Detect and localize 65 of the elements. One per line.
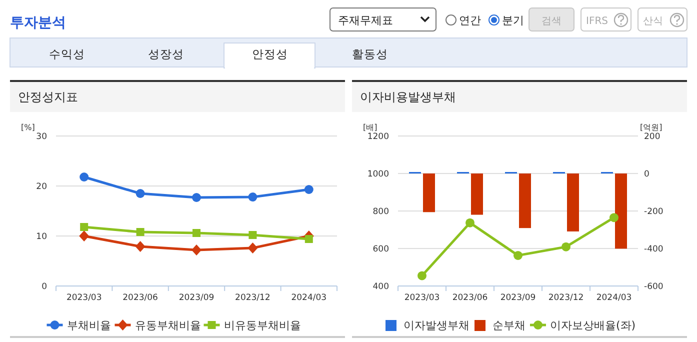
point	[136, 189, 145, 198]
text: 수익성	[49, 47, 85, 61]
text: 산식	[643, 16, 663, 27]
chart-title: 안정성지표	[18, 90, 78, 104]
point	[192, 244, 202, 256]
point	[79, 230, 90, 242]
x-tick-label: 2023/06	[452, 293, 488, 303]
x-tick-label: 2024/03	[291, 293, 327, 303]
text: 연간	[459, 14, 481, 27]
text: 안정성	[252, 47, 288, 61]
point	[610, 213, 618, 222]
point	[80, 172, 89, 182]
y2-tick-label: 200	[644, 132, 660, 142]
y2-axis-title: [억원]	[640, 123, 662, 132]
legend-label: 이자발생부채	[404, 319, 470, 332]
text: 성장성	[148, 47, 184, 61]
point	[192, 229, 200, 237]
legend-label: 순부채	[492, 319, 526, 332]
y-tick-label: 20	[36, 182, 47, 192]
x-tick-label: 2023/12	[235, 293, 270, 303]
y2-tick-label: -200	[644, 207, 664, 217]
text: 검색	[542, 16, 562, 27]
y-tick-label: 1200	[367, 132, 389, 142]
y-axis-title: [배]	[363, 123, 378, 132]
y2-tick-label: 0	[644, 170, 650, 180]
x-tick-label: 2023/09	[178, 293, 214, 303]
y-tick-label: 0	[42, 282, 47, 292]
legend-label: 비유동부채비율	[224, 319, 301, 332]
text: 활동성	[352, 47, 388, 61]
point	[136, 228, 144, 236]
legend-label: 이자보상배율(좌)	[550, 319, 636, 332]
point	[248, 242, 258, 254]
x-tick-label: 2024/03	[596, 293, 632, 303]
point	[135, 241, 146, 252]
point	[192, 193, 201, 202]
legend-label: 유동부채비율	[134, 319, 201, 332]
x-tick-label: 2023/03	[66, 293, 102, 303]
point	[80, 223, 88, 231]
point	[418, 271, 426, 280]
x-tick-label: 2023/06	[122, 293, 158, 303]
legend-label: 부채비율	[66, 319, 111, 332]
y-tick-label: 800	[372, 207, 389, 217]
y-tick-label: 1000	[367, 170, 389, 180]
point	[304, 235, 313, 243]
x-tick-label: 2023/12	[548, 293, 584, 303]
point	[304, 185, 314, 194]
text: 투자분석	[10, 15, 66, 31]
x-tick-label: 2023/03	[404, 293, 440, 303]
point	[248, 192, 258, 202]
chart-title: 이자비용발생부채	[360, 90, 456, 104]
point	[248, 231, 257, 239]
y-tick-label: 600	[372, 244, 389, 254]
y2-tick-label: -400	[644, 244, 664, 254]
text: 주재무제표	[338, 14, 393, 27]
text: 분기	[502, 14, 524, 27]
text: IFRS	[586, 16, 608, 27]
y-tick-label: 400	[372, 282, 389, 292]
y2-tick-label: -600	[644, 282, 664, 292]
y-axis-title: [%]	[21, 123, 35, 132]
y-tick-label: 30	[36, 132, 47, 142]
point	[562, 242, 570, 252]
x-tick-label: 2023/09	[500, 293, 536, 303]
y-tick-label: 10	[36, 232, 47, 242]
point	[514, 250, 522, 260]
point	[466, 218, 474, 228]
